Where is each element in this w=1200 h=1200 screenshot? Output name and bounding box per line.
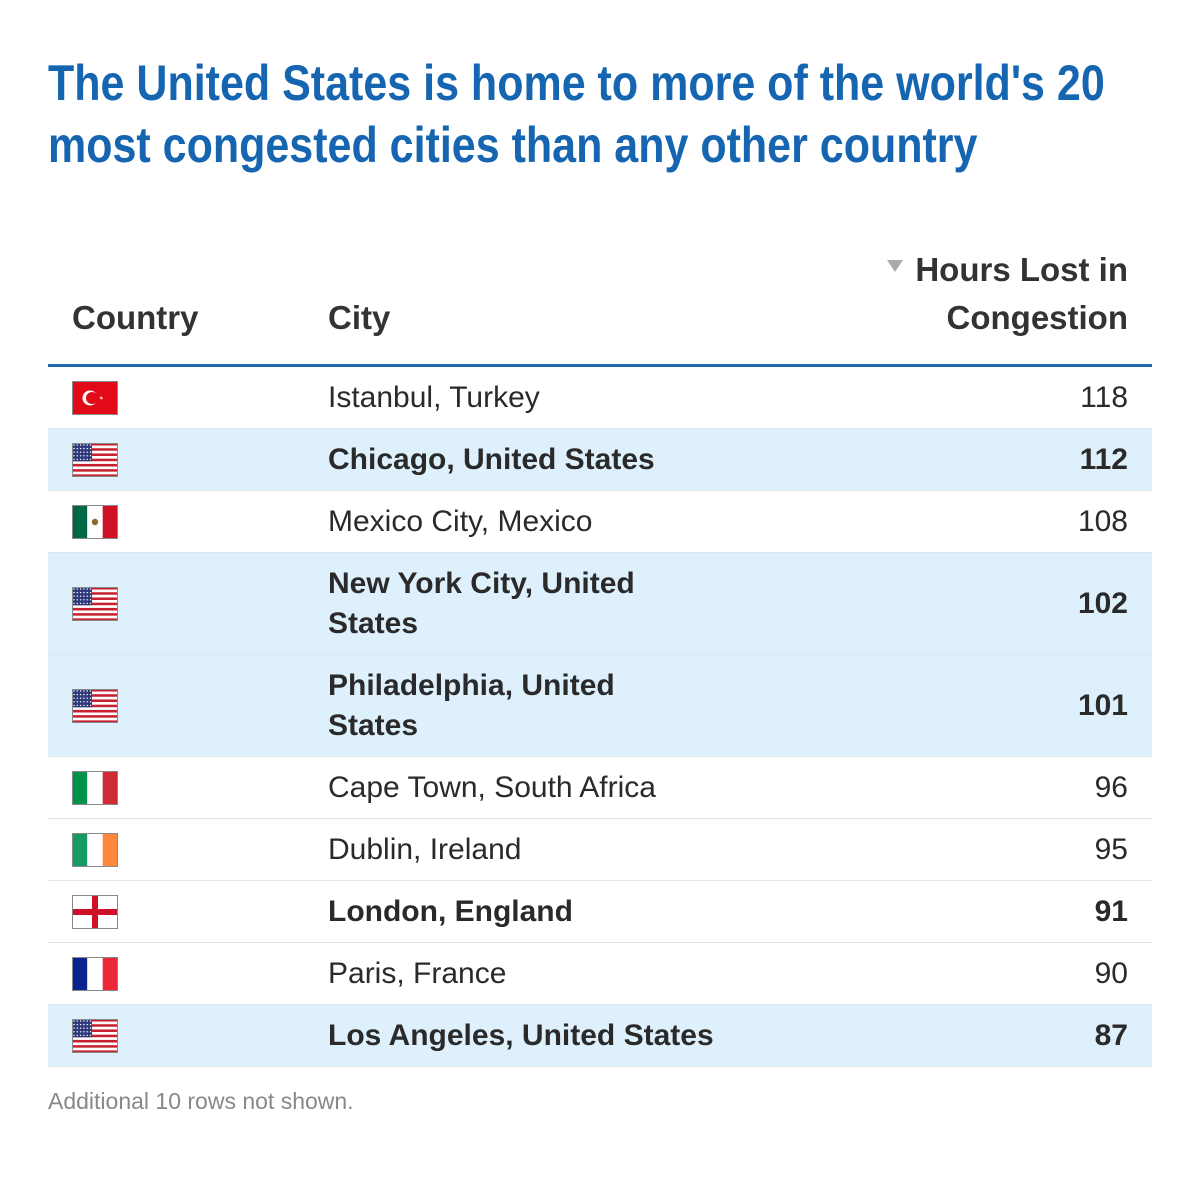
flag-cell — [72, 894, 118, 929]
congestion-table: Country City Hours Lost in Congestion Is… — [48, 250, 1152, 1067]
chart-title: The United States is home to more of the… — [48, 52, 1105, 176]
hours-cell: 87 — [1094, 1018, 1128, 1052]
hours-cell: 118 — [1080, 380, 1128, 414]
italy-flag-icon — [72, 770, 118, 805]
table-row: Paris, France 90 — [48, 943, 1152, 1005]
title-line-1: The United States is home to more of the… — [48, 55, 1105, 111]
hours-cell: 102 — [1077, 586, 1128, 620]
flag-cell — [72, 832, 118, 867]
city-line-2: States — [328, 606, 419, 640]
city-cell: Cape Town, South Africa — [328, 770, 656, 804]
hours-cell: 90 — [1094, 956, 1128, 990]
flag-cell — [72, 770, 118, 805]
city-cell: Dublin, Ireland — [328, 832, 522, 866]
hours-cell: 91 — [1094, 894, 1128, 928]
city-cell: Mexico City, Mexico — [328, 504, 593, 538]
flag-cell — [72, 688, 118, 723]
city-line-1: Philadelphia, United — [328, 668, 615, 702]
title-line-2: most congested cities than any other cou… — [48, 117, 978, 173]
table-row: Dublin, Ireland 95 — [48, 819, 1152, 881]
sort-descending-icon[interactable] — [887, 260, 904, 272]
mexico-flag-icon — [72, 504, 118, 539]
table-row: Istanbul, Turkey 118 — [48, 367, 1152, 429]
country-column-header[interactable]: Country — [72, 299, 199, 336]
city-cell: London, England — [328, 894, 573, 928]
city-cell: Chicago, United States — [328, 442, 655, 476]
hours-cell: 101 — [1077, 688, 1128, 722]
hours-cell: 108 — [1077, 504, 1128, 538]
flag-cell — [72, 586, 118, 621]
hours-cell: 96 — [1094, 770, 1128, 804]
flag-cell — [72, 1018, 118, 1053]
city-cell: Los Angeles, United States — [328, 1018, 714, 1052]
hours-header-line-1: Hours Lost in — [915, 251, 1128, 288]
table-row: Cape Town, South Africa 96 — [48, 757, 1152, 819]
hours-cell: 95 — [1094, 832, 1128, 866]
flag-cell — [72, 504, 118, 539]
table-row: London, England 91 — [48, 881, 1152, 943]
city-line-2: States — [328, 708, 419, 742]
hours-header-line-2: Congestion — [946, 299, 1128, 336]
city-line-1: New York City, United — [328, 566, 635, 600]
flag-cell — [72, 380, 118, 415]
table-row: Philadelphia, United States 101 — [48, 655, 1152, 757]
city-column-header[interactable]: City — [328, 299, 391, 336]
flag-cell — [72, 442, 118, 477]
city-cell: Istanbul, Turkey — [328, 380, 540, 414]
city-cell: Philadelphia, United States — [328, 666, 728, 746]
usa-flag-icon — [72, 586, 118, 621]
turkey-flag-icon — [72, 380, 118, 415]
table-row: Chicago, United States 112 — [48, 429, 1152, 491]
usa-flag-icon — [72, 442, 118, 477]
hours-cell: 112 — [1079, 442, 1128, 476]
footnote: Additional 10 rows not shown. — [48, 1088, 354, 1114]
usa-flag-icon — [72, 1018, 118, 1053]
city-cell: New York City, United States — [328, 564, 728, 644]
usa-flag-icon — [72, 688, 118, 723]
city-cell: Paris, France — [328, 956, 507, 990]
hours-column-header[interactable]: Hours Lost in Congestion — [887, 246, 1128, 342]
table-row: Mexico City, Mexico 108 — [48, 491, 1152, 553]
england-flag-icon — [72, 894, 118, 929]
table-row: New York City, United States 102 — [48, 553, 1152, 655]
ireland-flag-icon — [72, 832, 118, 867]
table-header: Country City Hours Lost in Congestion — [48, 250, 1152, 367]
table-row: Los Angeles, United States 87 — [48, 1005, 1152, 1067]
flag-cell — [72, 956, 118, 991]
france-flag-icon — [72, 956, 118, 991]
